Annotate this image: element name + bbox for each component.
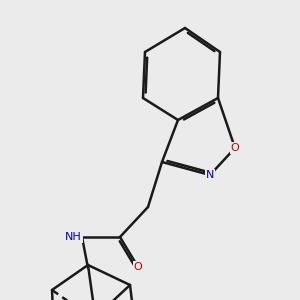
Text: O: O [231,143,239,153]
Text: O: O [134,262,142,272]
Text: N: N [206,170,214,180]
Text: NH: NH [65,232,82,242]
